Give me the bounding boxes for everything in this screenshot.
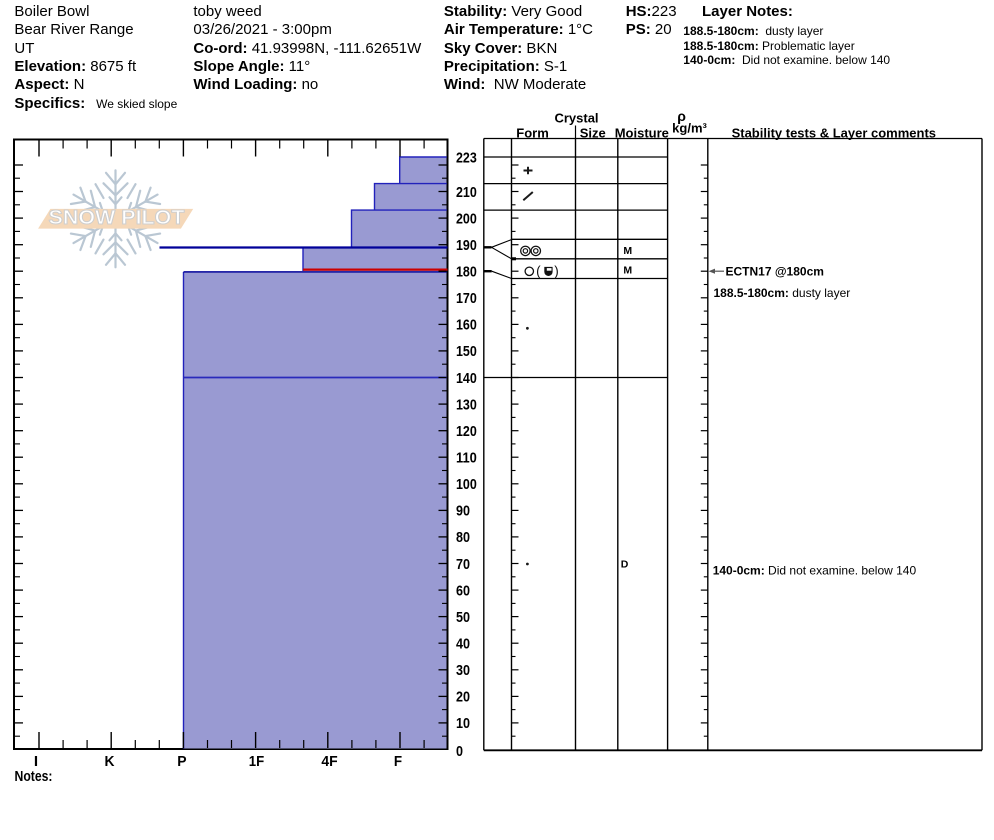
svg-text:120: 120	[456, 423, 477, 440]
svg-text:223: 223	[456, 149, 477, 166]
svg-text:P: P	[177, 754, 187, 770]
svg-text:140: 140	[456, 370, 477, 387]
svg-text:10: 10	[456, 715, 470, 732]
svg-text:Crystal: Crystal	[554, 111, 598, 126]
svg-text:ρ: ρ	[677, 108, 686, 124]
svg-text:170: 170	[456, 290, 477, 307]
svg-text:I: I	[34, 754, 38, 770]
svg-text:D: D	[621, 558, 629, 570]
svg-text:20: 20	[456, 689, 470, 706]
svg-text:80: 80	[456, 529, 470, 546]
svg-text:kg/m³: kg/m³	[672, 120, 707, 135]
svg-text:30: 30	[456, 662, 470, 679]
svg-text:150: 150	[456, 343, 477, 360]
svg-text:1F: 1F	[249, 754, 265, 770]
svg-text:70: 70	[456, 556, 470, 573]
svg-text:190: 190	[456, 237, 477, 254]
svg-text:Moisture: Moisture	[615, 126, 669, 141]
svg-text:60: 60	[456, 582, 470, 599]
svg-text:130: 130	[456, 396, 477, 413]
svg-text:200: 200	[456, 210, 477, 227]
svg-text:): )	[554, 263, 559, 278]
svg-text:160: 160	[456, 317, 477, 334]
svg-text:90: 90	[456, 503, 470, 520]
svg-text:4F: 4F	[321, 754, 337, 770]
svg-text:188.5-180cm: dusty layer: 188.5-180cm: dusty layer	[714, 286, 851, 300]
svg-text:SNOW PILOT: SNOW PILOT	[49, 207, 185, 229]
svg-text:M: M	[623, 245, 632, 257]
svg-text:(: (	[536, 263, 541, 278]
svg-text:140-0cm: Did not examine. bel: 140-0cm: Did not examine. below 140	[713, 563, 917, 577]
svg-text:Stability tests & Layer commen: Stability tests & Layer comments	[732, 126, 936, 141]
svg-text:Form: Form	[516, 126, 549, 141]
svg-text:M: M	[623, 265, 632, 277]
svg-text:100: 100	[456, 476, 477, 493]
svg-text:180: 180	[456, 264, 477, 281]
svg-text:Notes:: Notes:	[15, 768, 53, 785]
svg-text:F: F	[394, 754, 402, 770]
svg-text:40: 40	[456, 636, 470, 653]
svg-text:0: 0	[456, 743, 463, 760]
svg-text:K: K	[105, 754, 115, 770]
svg-text:50: 50	[456, 609, 470, 626]
svg-text:210: 210	[456, 184, 477, 201]
svg-text:Size: Size	[580, 126, 606, 141]
svg-text:110: 110	[456, 450, 477, 467]
svg-text:ECTN17 @180cm: ECTN17 @180cm	[726, 264, 824, 278]
